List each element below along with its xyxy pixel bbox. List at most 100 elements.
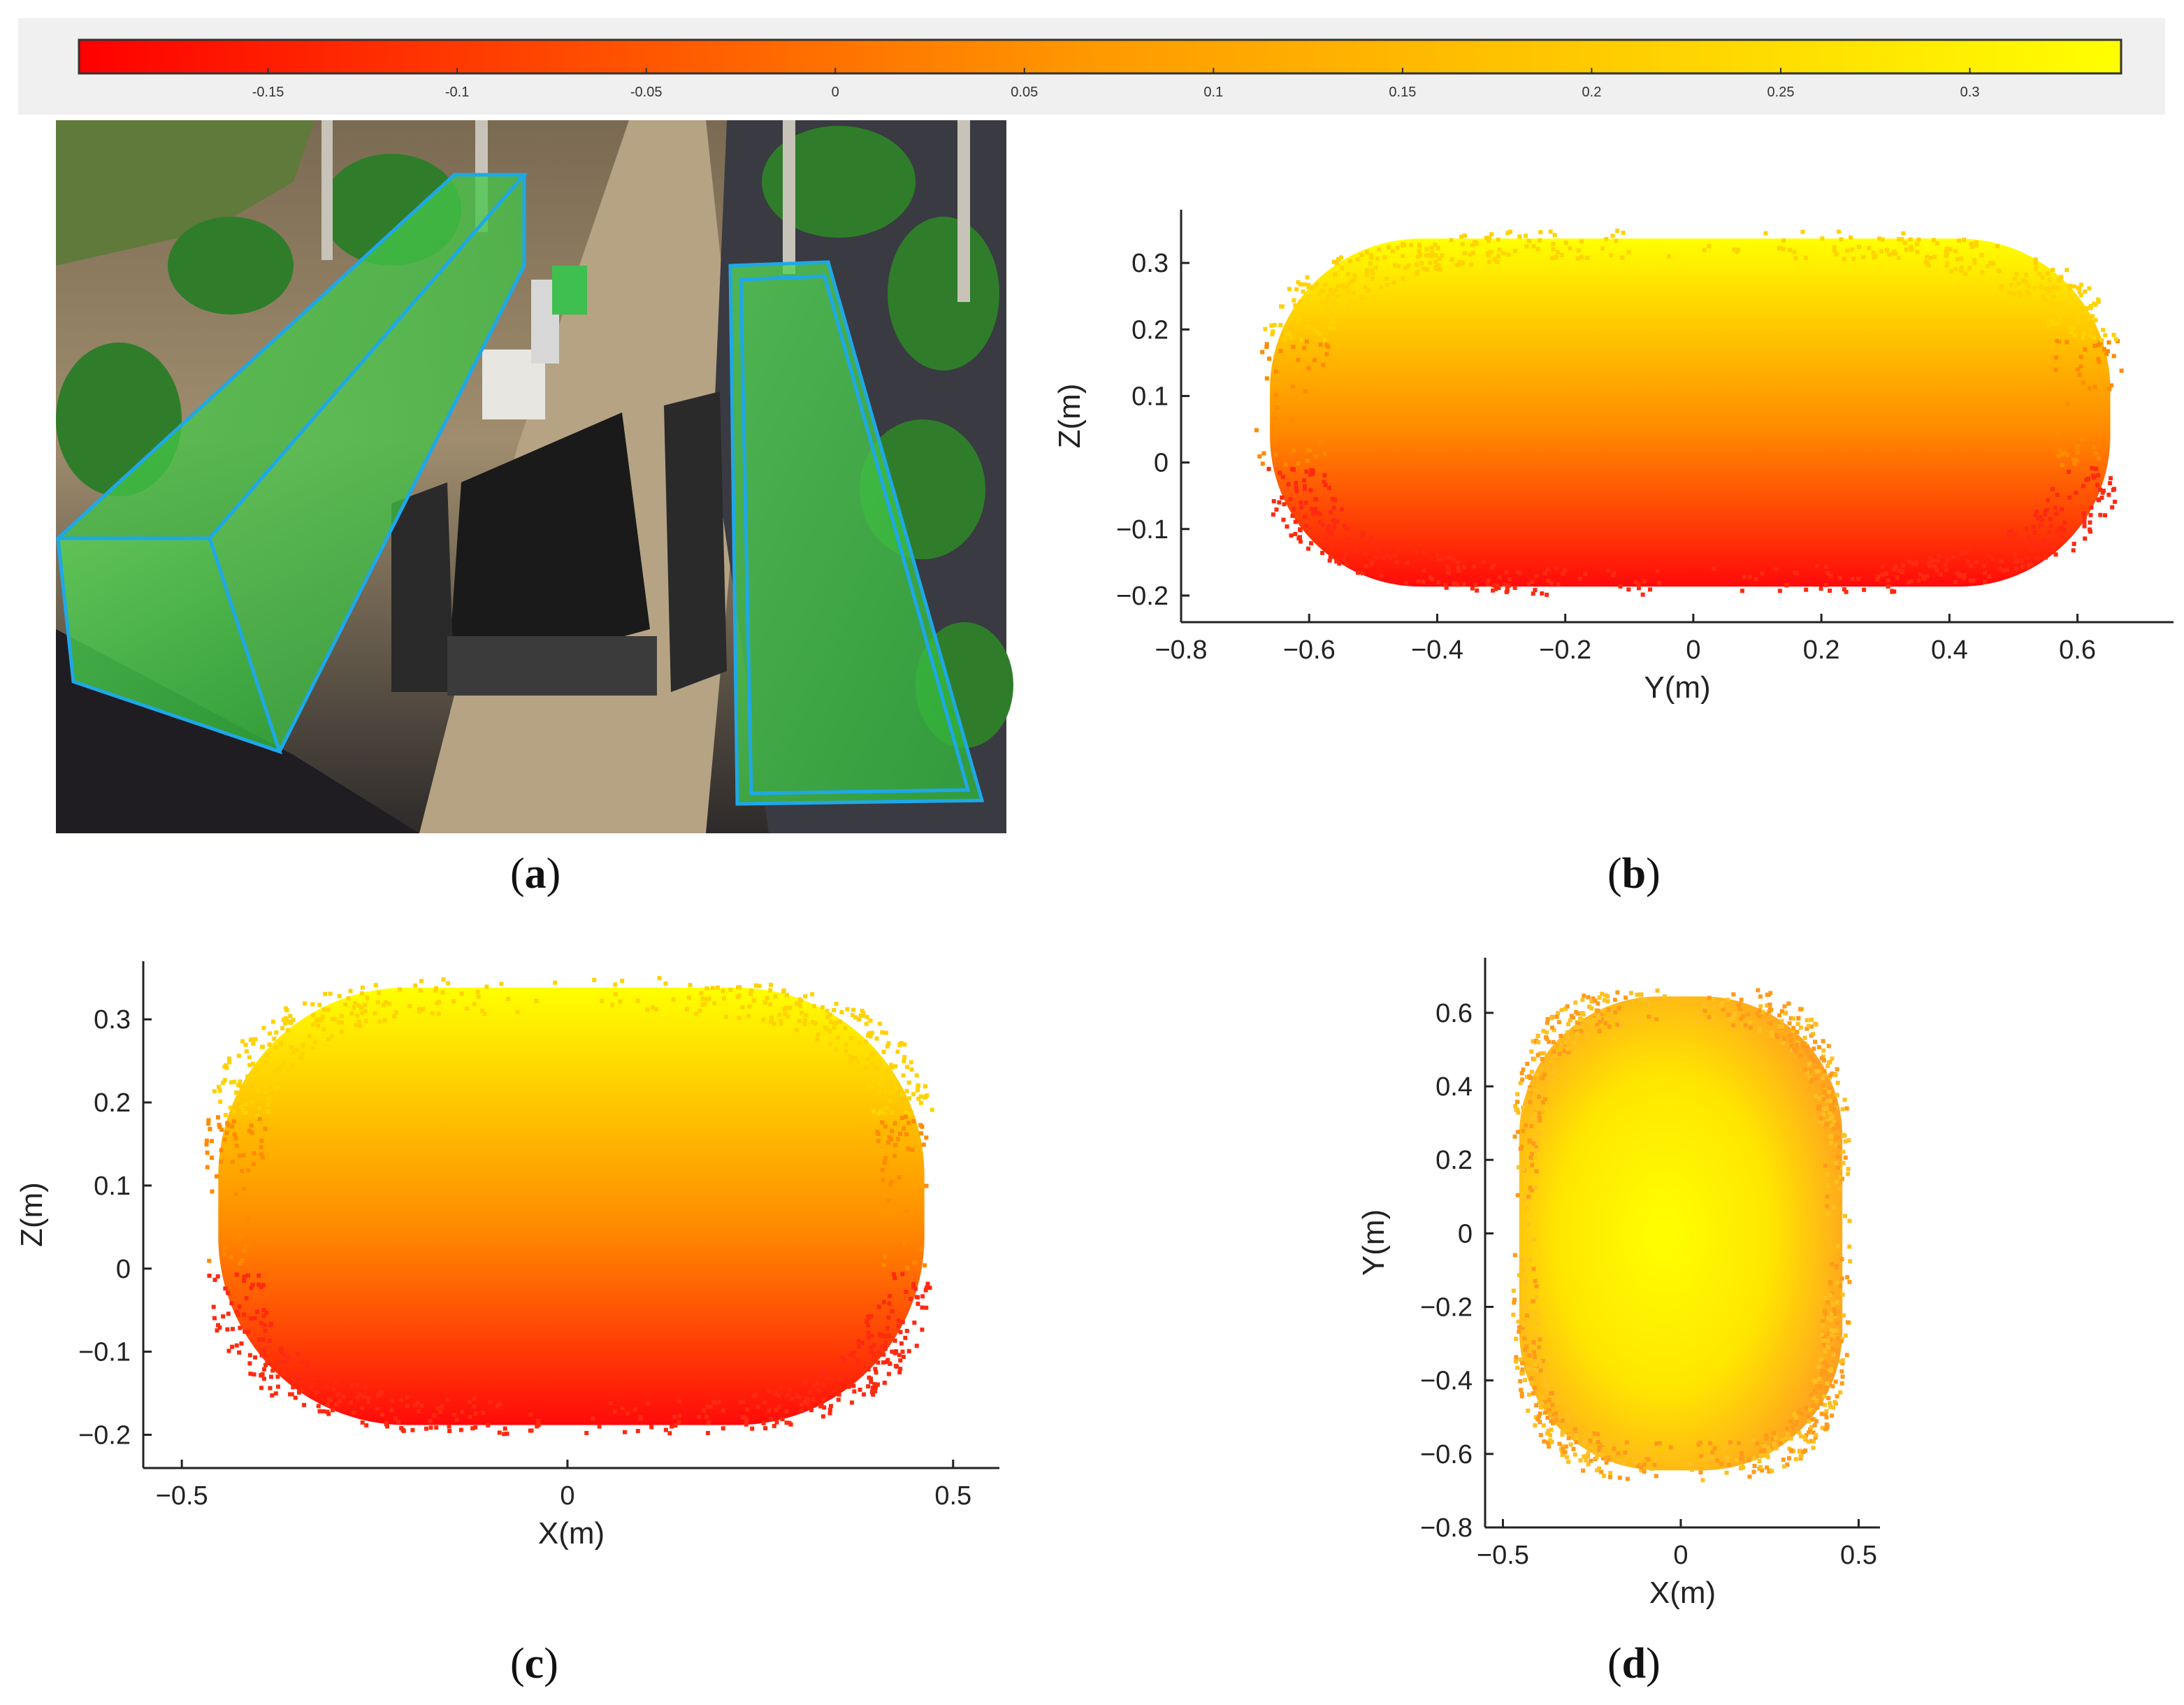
- scatter-point: [2092, 301, 2097, 306]
- scatter-point: [1959, 268, 1964, 273]
- scatter-point: [1551, 1039, 1556, 1044]
- scatter-point: [1547, 1408, 1552, 1413]
- scatter-point: [1760, 1453, 1765, 1458]
- scatter-point: [1820, 236, 1825, 241]
- scatter-point: [321, 1409, 326, 1413]
- scatter-point: [871, 1109, 876, 1114]
- scatter-point: [1728, 1440, 1733, 1445]
- scatter-point: [1519, 1388, 1524, 1393]
- scatter-point: [897, 1353, 902, 1358]
- caption-a: (a): [510, 850, 561, 898]
- scatter-point: [1556, 250, 1561, 254]
- scatter-point: [1726, 998, 1730, 1002]
- scatter-point: [1537, 1130, 1542, 1135]
- scatter-point: [393, 1416, 398, 1420]
- scatter-point: [1373, 266, 1378, 271]
- scatter-point: [1830, 1346, 1835, 1351]
- scatter-point: [1496, 254, 1500, 259]
- scatter-point: [250, 1282, 255, 1287]
- scatter-point: [1823, 1411, 1828, 1416]
- scatter-point: [1443, 582, 1448, 587]
- y-tick-label: −0.2: [1116, 582, 1169, 611]
- scatter-point: [1524, 1123, 1528, 1128]
- scatter-point: [2109, 383, 2114, 388]
- scatter-point: [1343, 286, 1348, 291]
- scatter-point: [1319, 440, 1324, 445]
- scatter-point: [1904, 247, 1909, 252]
- scatter-point: [1267, 357, 1272, 361]
- scatter-point: [1798, 1454, 1803, 1459]
- scatter-point: [1782, 1036, 1787, 1041]
- scatter-point: [1630, 1451, 1635, 1455]
- scatter-point: [1824, 1415, 1829, 1420]
- scatter-point: [1959, 266, 1964, 271]
- scatter-point: [906, 1112, 911, 1116]
- scatter-point: [1572, 1427, 1577, 1432]
- scatter-point: [482, 1012, 487, 1016]
- scatter-point: [2069, 330, 2074, 335]
- scatter-point: [1657, 1441, 1662, 1446]
- scatter-point: [1312, 358, 1317, 363]
- grass-bank: [56, 120, 314, 266]
- scatter-point: [210, 1189, 215, 1194]
- scatter-point: [740, 1005, 745, 1009]
- scatter-point: [610, 1002, 615, 1007]
- scatter-point: [1814, 1075, 1819, 1080]
- caption-c: (c): [510, 1640, 558, 1688]
- scatter-point: [399, 1425, 404, 1430]
- scatter-point: [1796, 1409, 1801, 1414]
- scatter-point: [1914, 559, 1919, 564]
- scatter-point: [1352, 301, 1357, 306]
- scatter-point: [1828, 1404, 1833, 1409]
- scatter-point: [1299, 500, 1303, 505]
- scatter-point: [206, 1118, 211, 1123]
- scatter-point: [1842, 1098, 1847, 1102]
- scatter-point: [291, 1018, 296, 1023]
- scatter-point: [1302, 487, 1307, 491]
- scatter-point: [1794, 1419, 1799, 1424]
- scatter-point: [1516, 1319, 1521, 1324]
- scatter-point: [1831, 1126, 1836, 1131]
- scatter-point: [1707, 244, 1712, 249]
- scatter-point: [897, 1043, 902, 1048]
- scatter-point: [1825, 1211, 1830, 1216]
- scatter-point: [2019, 559, 2024, 563]
- scatter-point: [1845, 1275, 1850, 1280]
- scatter-point: [828, 1404, 833, 1409]
- scatter-point: [1528, 1258, 1533, 1262]
- scatter-point: [1515, 1092, 1520, 1097]
- scatter-point: [2097, 359, 2102, 364]
- scatter-point: [2053, 322, 2058, 327]
- scatter-point: [2106, 492, 2111, 497]
- scatter-point: [1392, 263, 1397, 268]
- scatter-point: [301, 1379, 305, 1384]
- scatter-point: [704, 1414, 709, 1419]
- scatter-point: [253, 1355, 258, 1360]
- scatter-point: [848, 1383, 853, 1388]
- scatter-point: [2021, 278, 2026, 283]
- scatter-point: [221, 1314, 226, 1319]
- scatter-point: [2032, 542, 2037, 547]
- scatter-point: [352, 1005, 356, 1010]
- scatter-point: [207, 1258, 212, 1263]
- scatter-point: [1545, 1021, 1549, 1026]
- scatter-point: [1925, 261, 1930, 266]
- y-tick-label: 0: [1458, 1219, 1473, 1249]
- scatter-point: [1767, 1448, 1772, 1453]
- scatter-point: [1835, 1321, 1839, 1325]
- scatter-point: [358, 1393, 363, 1397]
- scatter-point: [1840, 1107, 1845, 1112]
- scatter-point: [869, 1052, 874, 1057]
- scatter-point: [240, 1108, 245, 1113]
- scatter-point: [1507, 229, 1512, 234]
- scatter-point: [1322, 451, 1327, 456]
- scatter-point: [750, 1426, 755, 1431]
- scatter-point: [1540, 1401, 1545, 1406]
- scatter-point: [1791, 1425, 1795, 1430]
- scatter-point: [1593, 1439, 1598, 1444]
- scatter-point: [1560, 1432, 1565, 1437]
- scatter-point: [1360, 534, 1365, 539]
- scatter-point: [1566, 1049, 1571, 1054]
- scatter-point: [923, 1084, 927, 1089]
- scatter-point: [1345, 536, 1350, 541]
